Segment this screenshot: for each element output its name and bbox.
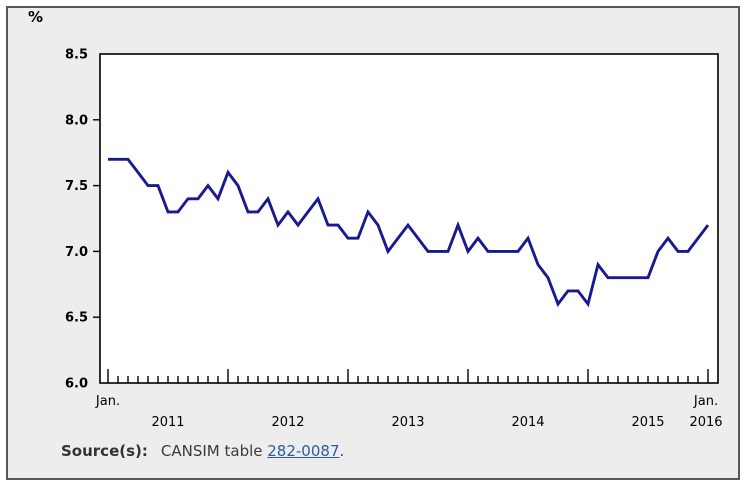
x-axis-year-label: 2015 xyxy=(631,415,664,430)
y-axis-tick-label: 6.5 xyxy=(65,311,88,326)
y-axis-unit-label: % xyxy=(28,8,44,26)
x-axis-year-label: 2013 xyxy=(391,415,424,430)
y-axis-tick-label: 8.5 xyxy=(65,48,88,63)
x-axis-year-label: 2014 xyxy=(511,415,544,430)
x-axis-jan-label: Jan. xyxy=(693,394,718,409)
y-axis-tick-label: 8.0 xyxy=(65,113,88,128)
source-text: CANSIM table xyxy=(160,442,268,460)
source-suffix: . xyxy=(339,442,345,460)
source-link[interactable]: 282-0087 xyxy=(267,442,340,460)
x-axis-year-label: 2012 xyxy=(271,415,304,430)
unemployment-rate-line xyxy=(108,157,710,308)
x-axis-year-label: 2011 xyxy=(151,415,184,430)
y-axis-tick-label: 7.5 xyxy=(65,179,88,194)
y-axis-tick-label: 7.0 xyxy=(65,245,88,260)
source-label: Source(s): xyxy=(61,442,148,460)
x-axis-jan-label: Jan. xyxy=(95,394,120,409)
plot-area xyxy=(99,53,719,384)
y-axis-tick-label: 6.0 xyxy=(65,377,88,392)
source-line: Source(s): CANSIM table 282-0087. xyxy=(61,442,344,460)
x-axis-year-label: 2016 xyxy=(689,415,722,430)
